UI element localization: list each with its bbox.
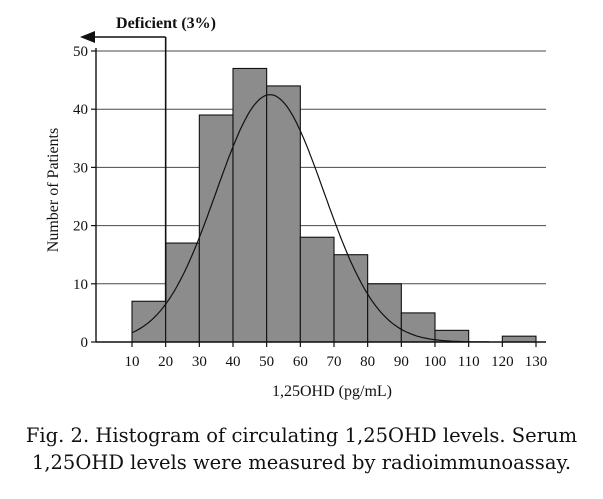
bar-60-70 [299, 236, 335, 343]
x-tick-label-80: 80 [360, 354, 375, 370]
deficient-label: Deficient (3%) [116, 15, 216, 32]
figure-caption: Fig. 2. Histogram of circulating 1,25OHD… [0, 422, 603, 476]
y-axis-title: Number of Patients [45, 128, 62, 252]
y-tick-label-50: 50 [73, 44, 88, 60]
x-tick-label-130: 130 [525, 354, 548, 370]
x-tick-label-40: 40 [226, 354, 241, 370]
y-tick-label-0: 0 [81, 335, 89, 351]
x-axis-title: 1,25OHD (pg/mL) [272, 383, 392, 400]
x-tick-label-110: 110 [458, 354, 480, 370]
gridlines [96, 50, 546, 285]
y-tick-labels: 0 10 20 30 40 50 [73, 44, 88, 351]
x-tick-label-100: 100 [424, 354, 447, 370]
y-tick-label-20: 20 [73, 219, 88, 235]
bar-30-40 [198, 114, 234, 343]
normal-curve [131, 94, 489, 343]
bar-50-60 [266, 85, 301, 343]
y-tick-label-30: 30 [73, 160, 88, 176]
bar-120-130 [501, 335, 537, 343]
x-tick-label-50: 50 [259, 354, 274, 370]
x-tick-label-60: 60 [293, 354, 308, 370]
deficient-arrow-head [80, 31, 95, 43]
x-tick-label-30: 30 [192, 354, 207, 370]
x-tick-label-70: 70 [327, 354, 342, 370]
caption-line-2: 1,25OHD levels were measured by radioimm… [31, 451, 572, 474]
axes [91, 48, 546, 347]
x-tick-label-90: 90 [394, 354, 409, 370]
bar-90-100 [400, 312, 436, 343]
x-tick-label-20: 20 [158, 354, 173, 370]
bar-70-80 [333, 254, 369, 343]
x-tick-labels: 10 20 30 40 50 60 70 80 90 100 110 120 130 [125, 354, 548, 370]
bar-80-90 [367, 283, 402, 343]
y-tick-label-10: 10 [73, 277, 88, 293]
bar-40-50 [232, 67, 268, 343]
y-tick-label-40: 40 [73, 102, 88, 118]
deficient-annotation: Deficient (3%) [80, 15, 216, 302]
x-tick-label-120: 120 [491, 354, 514, 370]
caption-line-1: Fig. 2. Histogram of circulating 1,25OHD… [25, 424, 578, 447]
bar-20-30 [165, 242, 200, 343]
x-tick-label-10: 10 [125, 354, 140, 370]
